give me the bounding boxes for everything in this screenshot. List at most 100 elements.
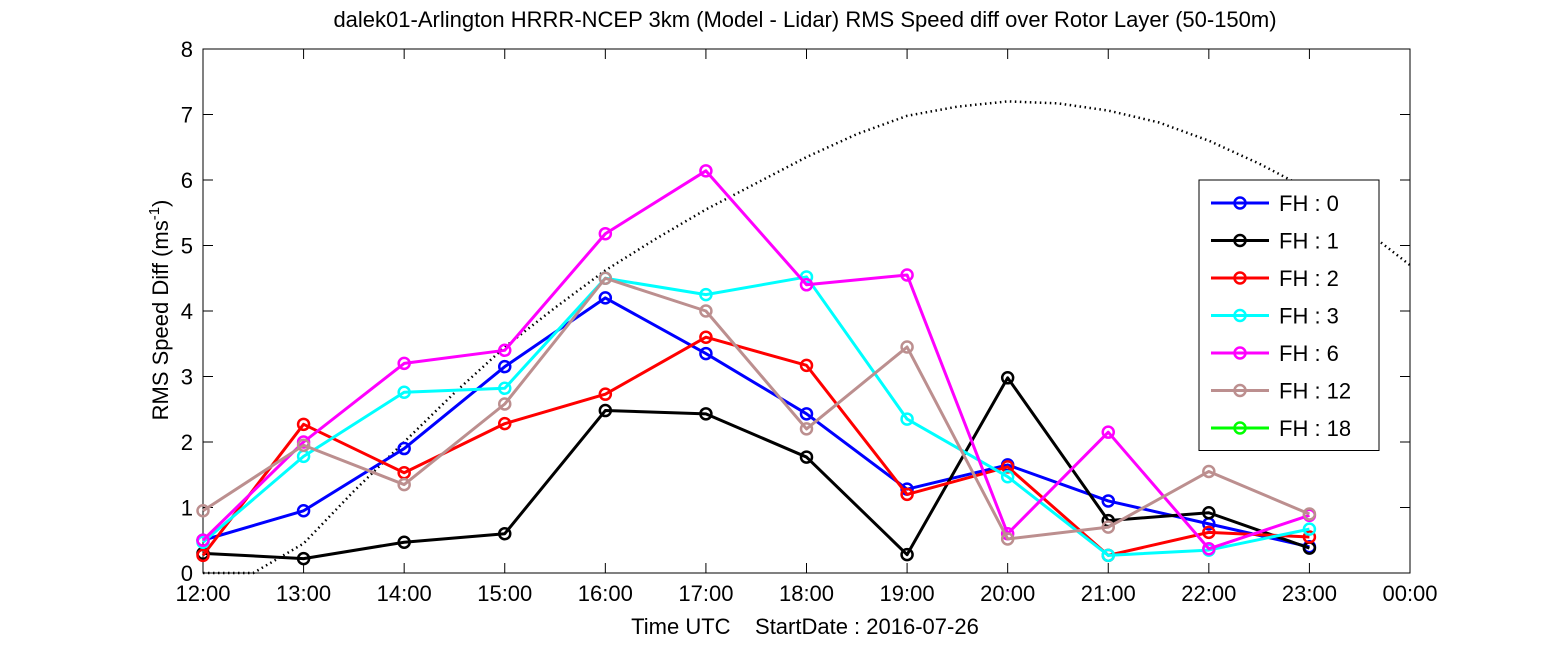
data-point bbox=[699, 346, 713, 361]
data-point bbox=[799, 358, 814, 373]
data-point bbox=[699, 287, 713, 302]
series-line bbox=[201, 335, 1310, 557]
data-point bbox=[799, 278, 814, 292]
x-tick-label: 22:00 bbox=[1181, 581, 1236, 606]
data-point bbox=[1302, 522, 1317, 536]
data-point bbox=[1202, 464, 1216, 479]
series-line bbox=[202, 376, 1310, 561]
legend-swatch-marker bbox=[1233, 346, 1247, 360]
data-point bbox=[1202, 542, 1216, 556]
data-point bbox=[799, 450, 814, 464]
data-point bbox=[699, 330, 713, 344]
data-point bbox=[498, 359, 512, 374]
data-point bbox=[196, 533, 210, 547]
y-tick-label: 7 bbox=[181, 103, 193, 128]
data-point bbox=[900, 412, 914, 426]
data-point bbox=[900, 340, 914, 354]
x-axis-label: Time UTC StartDate : 2016-07-26 bbox=[631, 614, 979, 639]
data-point bbox=[1101, 425, 1115, 439]
data-point bbox=[196, 504, 210, 518]
legend-label: FH : 2 bbox=[1279, 266, 1339, 291]
data-point bbox=[296, 417, 311, 432]
data-point bbox=[196, 548, 210, 563]
series-fh-0 bbox=[196, 291, 1317, 554]
data-point bbox=[498, 397, 512, 411]
y-axis-label: RMS Speed Diff (ms-1) bbox=[146, 200, 173, 421]
plot-axes: 12:00 13:00 14:00 15:00 16:00 17:00 18:00 19:00… bbox=[175, 37, 1437, 606]
legend-label: FH : 3 bbox=[1279, 304, 1339, 329]
legend-swatch-marker bbox=[1233, 233, 1247, 248]
x-tick-label: 18:00 bbox=[779, 581, 834, 606]
x-tick-label: 16:00 bbox=[578, 581, 633, 606]
y-axis-label-close: ) bbox=[148, 200, 173, 207]
data-point bbox=[598, 271, 613, 285]
legend-label: FH : 1 bbox=[1279, 229, 1339, 254]
data-point bbox=[498, 416, 512, 431]
chart-title: dalek01-Arlington HRRR-NCEP 3km (Model -… bbox=[333, 7, 1276, 32]
data-point bbox=[1000, 469, 1015, 484]
series-fh-2 bbox=[196, 330, 1317, 563]
legend-label: FH : 12 bbox=[1279, 379, 1351, 404]
data-point bbox=[397, 535, 411, 549]
legend-label: FH : 0 bbox=[1279, 191, 1339, 216]
y-axis-label-sup: -1 bbox=[146, 207, 163, 220]
x-tick-label: 12:00 bbox=[175, 581, 230, 606]
y-tick-label: 0 bbox=[181, 561, 193, 586]
legend-swatch-marker bbox=[1233, 271, 1247, 285]
series-line bbox=[202, 276, 1311, 541]
data-point bbox=[1202, 505, 1216, 520]
data-point bbox=[296, 504, 311, 518]
y-tick-label: 5 bbox=[181, 234, 193, 259]
data-point bbox=[699, 164, 713, 178]
data-point bbox=[1202, 525, 1216, 540]
y-tick-label: 8 bbox=[181, 37, 193, 62]
series-line bbox=[201, 169, 1310, 551]
data-point bbox=[498, 526, 512, 541]
x-tick-label: 17:00 bbox=[678, 581, 733, 606]
y-tick-label: 2 bbox=[181, 430, 193, 455]
data-point bbox=[1101, 494, 1115, 508]
legend-swatch-marker bbox=[1233, 196, 1247, 210]
data-point bbox=[799, 407, 814, 421]
data-point bbox=[397, 477, 411, 492]
data-point bbox=[498, 343, 512, 358]
data-point bbox=[1000, 371, 1015, 385]
legend-label: FH : 18 bbox=[1279, 416, 1351, 441]
data-point bbox=[1302, 507, 1317, 521]
data-point bbox=[1302, 530, 1317, 544]
y-axis-label-main: RMS Speed Diff (ms bbox=[148, 220, 173, 420]
data-point bbox=[598, 291, 613, 305]
data-point bbox=[900, 547, 914, 562]
data-point bbox=[1000, 532, 1015, 546]
y-tick-label: 6 bbox=[181, 168, 193, 193]
data-point bbox=[598, 226, 613, 241]
x-tick-label: 13:00 bbox=[276, 581, 331, 606]
data-point bbox=[1101, 548, 1115, 563]
legend-swatch-marker bbox=[1233, 308, 1247, 323]
series-lines bbox=[196, 164, 1317, 566]
x-tick-label: 19:00 bbox=[880, 581, 935, 606]
x-tick-label: 23:00 bbox=[1282, 581, 1337, 606]
data-point bbox=[900, 487, 914, 502]
data-point bbox=[498, 381, 512, 396]
data-point bbox=[397, 356, 411, 371]
series-line bbox=[202, 275, 1310, 557]
y-tick-label: 1 bbox=[181, 496, 193, 521]
series-line bbox=[202, 296, 1310, 549]
data-point bbox=[598, 387, 613, 401]
legend: FH : 0 FH : 1 FH : 2 FH : 3 FH : 6 FH : 12 FH … bbox=[1198, 179, 1380, 451]
legend-swatch-marker bbox=[1233, 421, 1247, 435]
data-point bbox=[296, 438, 311, 453]
x-tick-label: 14:00 bbox=[377, 581, 432, 606]
x-tick-label: 20:00 bbox=[980, 581, 1035, 606]
data-point bbox=[598, 403, 613, 418]
data-point bbox=[296, 551, 311, 566]
y-tick-label: 4 bbox=[181, 299, 193, 324]
data-point bbox=[1101, 520, 1115, 534]
data-point bbox=[900, 268, 914, 282]
data-point bbox=[699, 304, 713, 318]
data-point bbox=[397, 441, 411, 456]
legend-swatch-marker bbox=[1233, 383, 1247, 398]
x-tick-label: 00:00 bbox=[1382, 581, 1437, 606]
